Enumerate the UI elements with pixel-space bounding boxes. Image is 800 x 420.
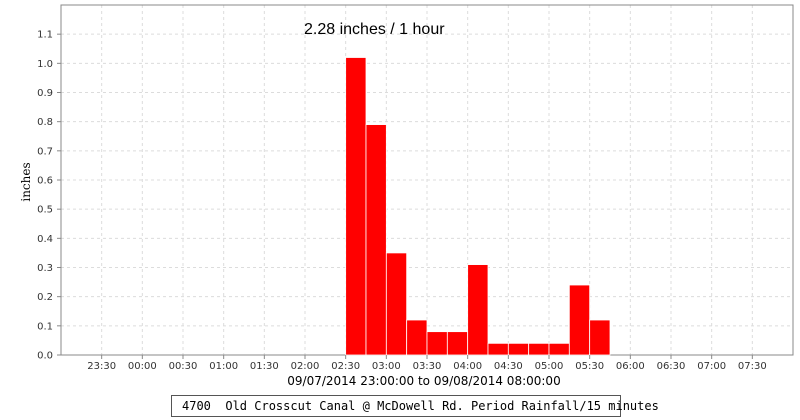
y-tick-label: 1.0	[37, 59, 53, 70]
x-tick-label: 02:30	[331, 361, 360, 372]
grid-lines	[61, 5, 793, 356]
x-tick-label: 01:00	[209, 361, 238, 372]
bar	[548, 342, 570, 356]
x-tick-label: 06:00	[616, 361, 645, 372]
bars-group	[345, 57, 611, 356]
bar	[365, 124, 387, 356]
bar	[487, 342, 509, 356]
bar	[589, 319, 611, 356]
y-tick-label: 0.3	[37, 263, 53, 274]
bar	[528, 342, 550, 356]
y-tick-label: 0.7	[37, 146, 53, 157]
bar	[406, 319, 428, 356]
y-tick-label: 0.6	[37, 176, 53, 187]
bar	[385, 252, 408, 356]
x-tick-label: 03:30	[413, 361, 442, 372]
x-tick-label: 00:30	[169, 361, 198, 372]
bar	[467, 264, 489, 356]
x-tick-label: 03:00	[372, 361, 401, 372]
x-tick-label: 04:00	[453, 361, 482, 372]
y-tick-label: 0.9	[37, 88, 53, 99]
x-tick-label: 01:30	[250, 361, 279, 372]
x-tick-label: 05:00	[535, 361, 564, 372]
bar	[568, 284, 591, 356]
rainfall-chart: 0.0 0.1 0.2 0.3 0.4 0.5 0.6 0.7 0.8 0.9 1.0 1.1 23:…	[19, 4, 794, 388]
y-tick-label: 0.4	[37, 234, 53, 245]
y-axis-label: inches	[19, 162, 33, 201]
x-tick-label: 05:30	[575, 361, 604, 372]
bar	[426, 331, 448, 356]
legend: 4700 Old Crosscut Canal @ McDowell Rd. P…	[171, 395, 659, 417]
y-tick-label: 0.8	[37, 117, 53, 128]
y-tick-label: 0.5	[37, 205, 53, 216]
legend-label: 4700 Old Crosscut Canal @ McDowell Rd. P…	[182, 399, 659, 413]
x-tick-label: 04:30	[494, 361, 523, 372]
bar	[507, 342, 530, 356]
y-tick-label: 1.1	[37, 30, 53, 41]
x-axis-ticks: 23:30 00:00 00:30 01:00 01:30 02:00 02:30 03:00…	[87, 355, 767, 372]
chart-annotation: 2.28 inches / 1 hour	[304, 21, 445, 38]
y-tick-label: 0.2	[37, 292, 53, 303]
x-tick-label: 07:30	[738, 361, 767, 372]
y-axis-ticks: 0.0 0.1 0.2 0.3 0.4 0.5 0.6 0.7 0.8 0.9 1.0 1.1	[37, 30, 61, 362]
bar	[446, 331, 469, 356]
y-tick-label: 0.0	[37, 351, 53, 362]
y-tick-label: 0.1	[37, 321, 53, 332]
x-tick-label: 02:00	[291, 361, 320, 372]
x-tick-label: 06:30	[657, 361, 686, 372]
x-axis-label: 09/07/2014 23:00:00 to 09/08/2014 08:00:…	[287, 374, 560, 388]
x-tick-label: 00:00	[128, 361, 157, 372]
x-tick-label: 07:00	[697, 361, 726, 372]
x-tick-label: 23:30	[87, 361, 116, 372]
bar	[345, 57, 367, 356]
